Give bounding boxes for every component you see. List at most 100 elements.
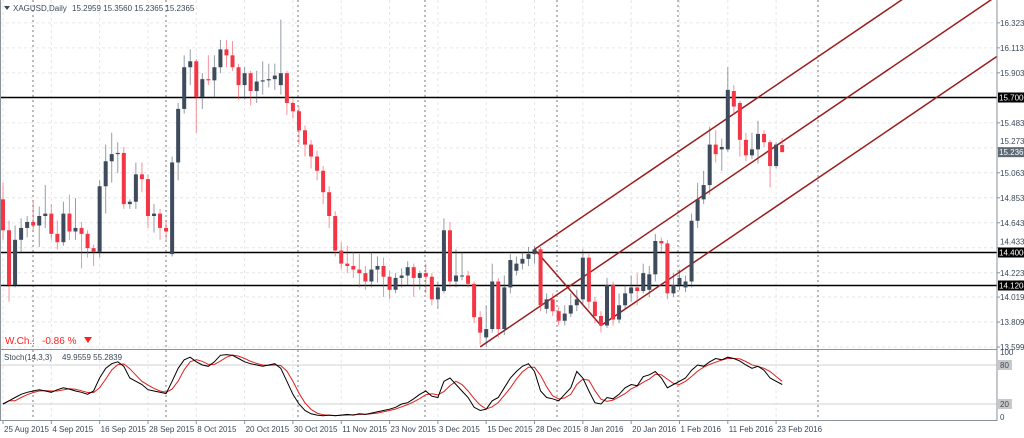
candle (508, 254, 513, 294)
candle-body (466, 275, 471, 284)
stoch-title: Stoch(14,3,3) (4, 353, 52, 362)
candle-body (496, 281, 501, 330)
candle (55, 220, 60, 250)
candle-body (780, 145, 785, 153)
candle-body (315, 156, 320, 171)
candle (230, 41, 235, 71)
candle-body (689, 220, 694, 282)
candle (454, 249, 458, 288)
candle-body (145, 179, 150, 217)
level-price-box (998, 247, 1024, 258)
candle (25, 216, 30, 238)
candle-body (447, 230, 452, 282)
price-tick-label: 14.6430 (1000, 219, 1024, 228)
candle-body (671, 285, 676, 294)
candle (91, 244, 96, 266)
candle-body (327, 192, 332, 217)
candle-body (556, 311, 561, 321)
price-tick-label: 16.3230 (1000, 19, 1024, 28)
candle-body (725, 89, 730, 150)
candle-body (19, 227, 24, 240)
candle (363, 265, 368, 290)
candle (339, 242, 344, 270)
candle (333, 211, 338, 257)
candle (737, 100, 742, 157)
candle-body (254, 81, 259, 92)
time-tick-label: 15 Dec 2015 (487, 425, 533, 434)
candle-body (623, 293, 628, 306)
candle-body (478, 317, 483, 333)
candle-body (200, 79, 205, 97)
candle (550, 293, 555, 316)
pitchfork-upper-line[interactable] (534, 0, 997, 250)
candle (393, 273, 398, 294)
stoch-tick-label: 20 (1000, 400, 1009, 409)
candle (315, 150, 320, 181)
candle-body (774, 144, 779, 167)
candle (749, 132, 754, 159)
candle-body (611, 285, 616, 320)
stoch-tick-label: 100 (1000, 348, 1014, 357)
candle-body (653, 241, 658, 275)
candle (284, 70, 289, 115)
time-tick-label: 20 Jan 2016 (632, 425, 677, 434)
candle-body (158, 213, 163, 228)
time-tick-label: 23 Feb 2016 (777, 425, 822, 434)
candle (266, 63, 271, 88)
candle (194, 58, 199, 133)
candle-body (532, 249, 537, 255)
candle (496, 277, 501, 338)
candle (272, 63, 277, 90)
candle (762, 130, 767, 147)
time-tick-label: 11 Nov 2015 (342, 425, 387, 434)
candle (176, 102, 181, 181)
candle-body (13, 239, 18, 286)
candle-body (719, 146, 724, 150)
candle-body (230, 55, 235, 68)
candle (242, 67, 247, 100)
candle-body (103, 161, 108, 187)
candle-body (218, 49, 223, 68)
candle-body (236, 67, 241, 86)
candle-body (369, 269, 374, 282)
candle (707, 126, 712, 195)
candle (641, 263, 646, 294)
ohlc-values: 15.2959 15.3560 15.2365 15.2365 (72, 4, 195, 13)
level-price-box (998, 92, 1024, 103)
candle-body (454, 275, 458, 282)
time-tick-label: 28 Dec 2015 (536, 425, 582, 434)
candle (490, 263, 495, 333)
candle (206, 55, 211, 86)
dropdown-triangle-icon[interactable] (4, 6, 10, 10)
price-tick-label: 15.9030 (1000, 69, 1024, 78)
candle (405, 261, 410, 286)
pitchfork-handle-line[interactable] (533, 248, 602, 326)
candle-body (749, 149, 754, 156)
price-tick-label: 16.1130 (1000, 44, 1024, 53)
price-tick-label: 14.4330 (1000, 238, 1024, 247)
candle (139, 162, 144, 193)
time-tick-label: 3 Dec 2015 (439, 425, 480, 434)
candle (441, 218, 446, 294)
candle (556, 306, 561, 326)
candle-body (61, 213, 66, 243)
candle (37, 206, 42, 247)
candle (460, 251, 465, 281)
candle-body (598, 315, 603, 326)
candle (387, 270, 392, 300)
candle-body (665, 243, 670, 294)
candle-body (212, 67, 217, 81)
candle-body (508, 260, 513, 288)
candle (659, 237, 664, 252)
candle-body (574, 299, 579, 306)
candle (671, 273, 676, 297)
andrews-pitchfork[interactable] (479, 0, 998, 348)
candle-body (248, 73, 253, 92)
candle-body (79, 227, 84, 234)
candle (484, 305, 489, 347)
axes: 16.3230 16.1130 15.9030 15.4830 15.2730 15.06… (2, 19, 1024, 434)
stoch-k-line (2, 354, 783, 417)
pitchfork-median-line[interactable] (479, 0, 997, 348)
time-tick-label: 20 Oct 2015 (246, 425, 290, 434)
